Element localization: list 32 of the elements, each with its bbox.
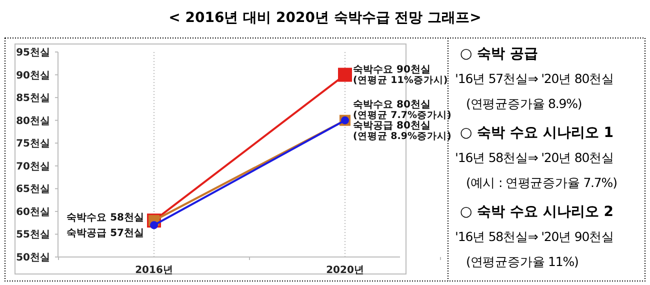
y-tick-label: 85천실 — [16, 93, 50, 104]
annotation: (연평균 8.9%증가시) — [353, 131, 452, 142]
y-tick-label: 80천실 — [16, 116, 50, 127]
chart-title: < 2016년 대비 2020년 숙박수급 전망 그래프> — [168, 10, 482, 26]
y-tick-label: 60천실 — [16, 206, 50, 218]
text: ○ 숙박 공급 — [460, 46, 538, 62]
y-tick-label: 75천실 — [16, 138, 50, 150]
text: ○ 숙박 수요 시나리오 1 — [460, 125, 614, 141]
y-tick-label: 65천실 — [16, 184, 50, 196]
text: (예시 : 연평균증가율 7.7%) — [466, 175, 617, 190]
annotation: 숙박수요 80천실 — [353, 100, 430, 111]
annotation: (연평균 11%증가시) — [353, 75, 448, 86]
annotation: 숙박공급 80천실 — [353, 120, 430, 132]
y-tick-label: 90천실 — [16, 70, 50, 82]
text: '16년 58천실⇒ '20년 80천실 — [455, 150, 614, 165]
text: (연평균증가율 8.9%) — [466, 96, 582, 111]
annotation: 숙박수요 90천실 — [353, 64, 430, 76]
y-tick-label: 50천실 — [16, 252, 50, 264]
y-tick-label: 55천실 — [16, 230, 50, 241]
x-tick-label: 2020년 — [326, 265, 364, 276]
text: ○ 숙박 수요 시나리오 2 — [460, 204, 614, 220]
text: '16년 57천실⇒ '20년 80천실 — [455, 71, 614, 86]
point — [150, 221, 158, 230]
annotation: 숙박공급 57천실 — [66, 228, 144, 240]
x-tick-label: 2016년 — [135, 265, 173, 276]
annotation: (연평균 7.7%증가시) — [353, 110, 452, 122]
y-tick-label: 70천실 — [16, 161, 50, 172]
y-tick-label: 95천실 — [16, 48, 50, 58]
point — [338, 68, 352, 82]
text: (연평균증가율 11%) — [466, 254, 578, 269]
text: '16년 58천실⇒ '20년 90천실 — [455, 229, 614, 244]
annotation: 숙박수요 58천실 — [66, 212, 144, 224]
